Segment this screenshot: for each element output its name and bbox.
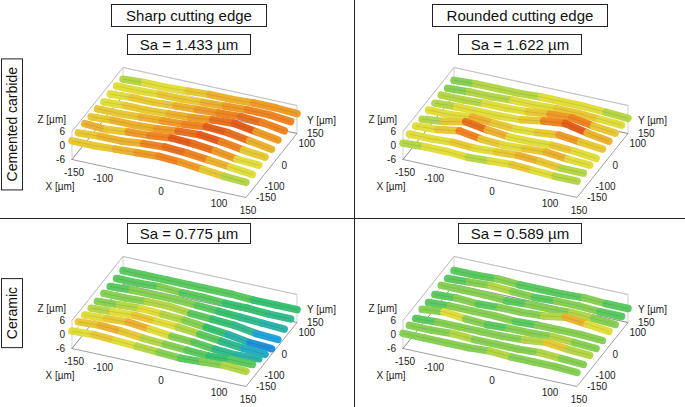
svg-text:-6: -6 [387, 343, 396, 354]
svg-text:X [µm]: X [µm] [45, 181, 74, 192]
svg-text:-6: -6 [56, 343, 65, 354]
svg-text:X [µm]: X [µm] [45, 370, 74, 381]
svg-text:150: 150 [240, 394, 257, 405]
svg-text:-100: -100 [596, 370, 616, 381]
svg-text:100: 100 [299, 138, 316, 149]
svg-text:100: 100 [299, 327, 316, 338]
svg-text:100: 100 [211, 198, 228, 209]
svg-text:150: 150 [240, 205, 257, 216]
svg-text:150: 150 [638, 128, 655, 139]
svg-text:0: 0 [489, 375, 495, 386]
html-text:Sa = 1.622 µm: Sa = 1.622 µm [470, 35, 570, 53]
svg-text:Y [µm]: Y [µm] [638, 115, 667, 126]
svg-text:Y [µm]: Y [µm] [307, 115, 336, 126]
svg-text:-100: -100 [93, 362, 113, 373]
svg-text:-100: -100 [424, 173, 444, 184]
svg-text:-6: -6 [387, 154, 396, 165]
svg-text:-150: -150 [64, 356, 84, 367]
svg-text:-150: -150 [587, 192, 607, 203]
svg-text:-6: -6 [56, 154, 65, 165]
svg-text:0: 0 [282, 160, 288, 171]
svg-text:100: 100 [211, 387, 228, 398]
html-text:Rounded cutting edge: Rounded cutting edge [446, 6, 594, 24]
svg-text:-100: -100 [596, 181, 616, 192]
svg-text:150: 150 [571, 394, 588, 405]
svg-text:100: 100 [630, 327, 647, 338]
svg-text:6: 6 [59, 315, 65, 326]
svg-text:Z [µm]: Z [µm] [37, 114, 66, 125]
svg-text:-100: -100 [265, 181, 285, 192]
svg-text:Z [µm]: Z [µm] [368, 303, 397, 314]
svg-text:-150: -150 [395, 356, 415, 367]
svg-text:0: 0 [158, 186, 164, 197]
svg-text:-150: -150 [256, 381, 276, 392]
svg-text:0: 0 [613, 160, 619, 171]
svg-text:100: 100 [630, 138, 647, 149]
svg-text:-100: -100 [265, 370, 285, 381]
svg-text:X [µm]: X [µm] [376, 370, 405, 381]
html-text:Sa = 0.589 µm: Sa = 0.589 µm [470, 224, 570, 242]
svg-text:-150: -150 [395, 167, 415, 178]
svg-text:0: 0 [390, 140, 396, 151]
svg-text:-150: -150 [587, 381, 607, 392]
svg-text:0: 0 [158, 375, 164, 386]
svg-text:100: 100 [542, 198, 559, 209]
svg-text:X [µm]: X [µm] [376, 181, 405, 192]
svg-text:0: 0 [59, 329, 65, 340]
svg-text:-150: -150 [256, 192, 276, 203]
svg-text:Z [µm]: Z [µm] [368, 114, 397, 125]
svg-text:-100: -100 [424, 362, 444, 373]
svg-text:-100: -100 [93, 173, 113, 184]
svg-text:Y [µm]: Y [µm] [638, 304, 667, 315]
svg-text:0: 0 [390, 329, 396, 340]
svg-text:150: 150 [571, 205, 588, 216]
svg-text:0: 0 [489, 186, 495, 197]
svg-text:Y [µm]: Y [µm] [307, 304, 336, 315]
svg-text:0: 0 [613, 349, 619, 360]
svg-text:100: 100 [542, 387, 559, 398]
html-text:Sharp cutting edge: Sharp cutting edge [126, 6, 252, 24]
svg-text:0: 0 [282, 349, 288, 360]
html-text:Cemented carbide: Cemented carbide [4, 66, 20, 182]
svg-text:0: 0 [59, 140, 65, 151]
html-text:Ceramic: Ceramic [4, 286, 20, 340]
html-text:Sa = 1.433 µm: Sa = 1.433 µm [139, 35, 239, 53]
html-text:Sa = 0.775 µm: Sa = 0.775 µm [139, 224, 239, 242]
svg-text:6: 6 [390, 126, 396, 137]
svg-text:6: 6 [59, 126, 65, 137]
svg-text:150: 150 [638, 317, 655, 328]
svg-text:Z [µm]: Z [µm] [37, 303, 66, 314]
svg-text:6: 6 [390, 315, 396, 326]
svg-text:150: 150 [307, 128, 324, 139]
svg-text:-150: -150 [64, 167, 84, 178]
svg-text:150: 150 [307, 317, 324, 328]
